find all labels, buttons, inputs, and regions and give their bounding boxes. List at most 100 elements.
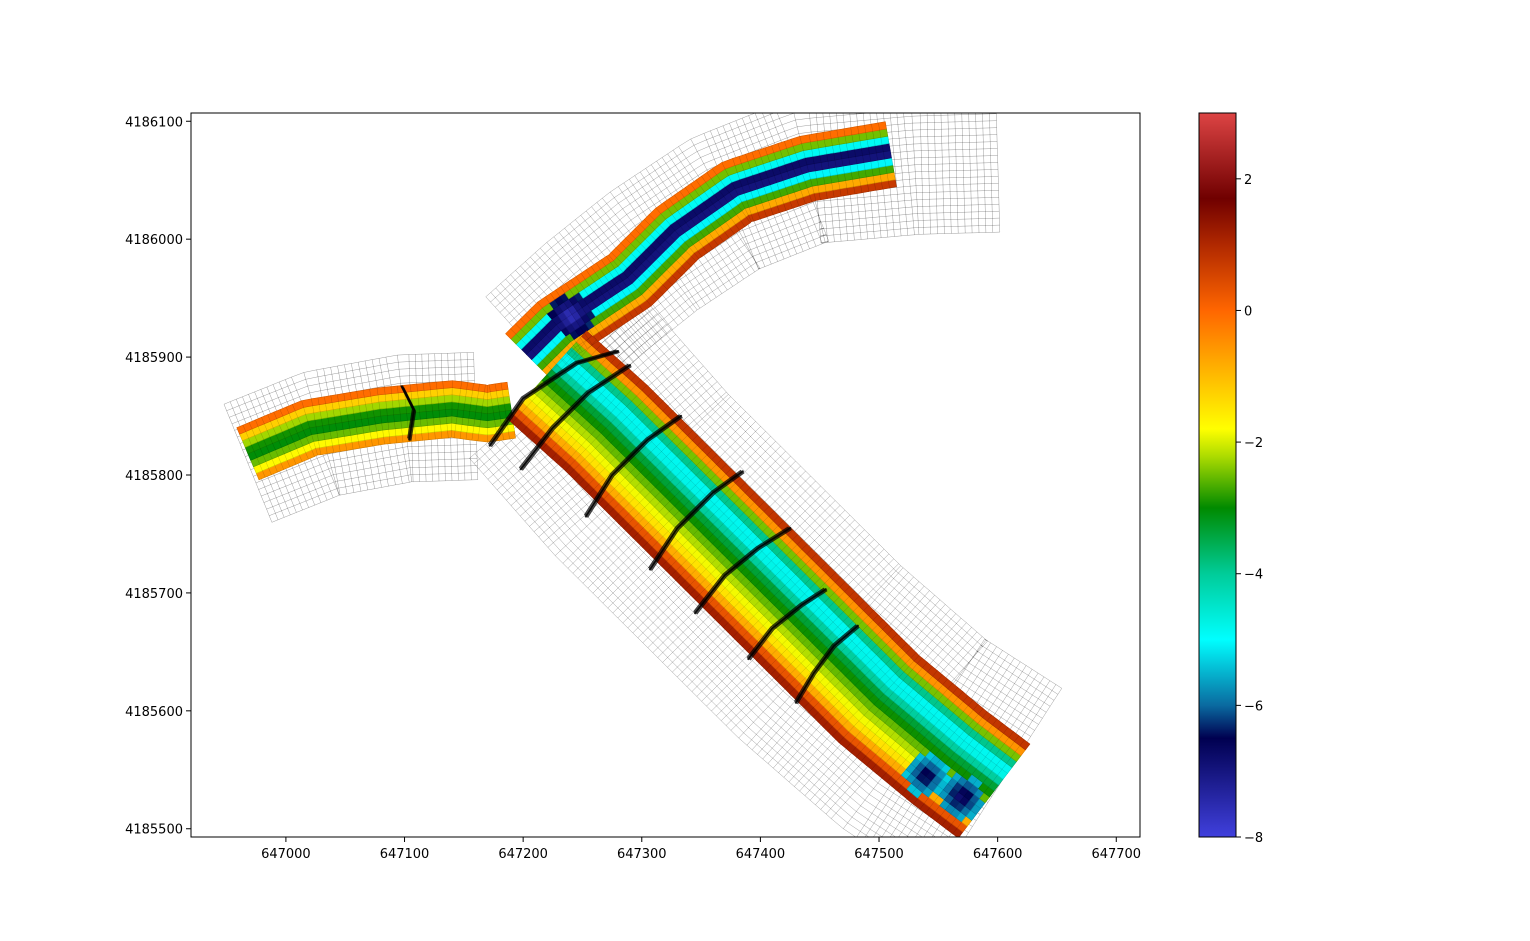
cell-west <box>429 381 438 391</box>
cell-west <box>440 430 449 439</box>
cell-west <box>386 407 395 416</box>
cell-west <box>379 408 388 417</box>
cell-west <box>391 399 400 409</box>
cell-west <box>477 433 489 443</box>
cell-west <box>416 383 425 392</box>
colorbar-tick-label: −4 <box>1244 568 1263 583</box>
plot-area <box>223 113 1062 837</box>
cell-west <box>444 401 453 410</box>
cell-west <box>392 406 401 416</box>
colorbar-gradient <box>1198 112 1237 838</box>
cell-west <box>427 431 436 441</box>
cell-west <box>500 381 509 391</box>
cell-west <box>387 421 396 430</box>
cell-west <box>394 427 403 437</box>
cell-west <box>479 419 489 429</box>
cell-west <box>419 418 428 427</box>
cell-west <box>391 392 400 402</box>
cell-west <box>385 400 394 409</box>
cell-west <box>399 413 408 422</box>
cell-west <box>390 385 399 394</box>
cell-west <box>376 386 386 396</box>
y-axis: 4185500 4185600 4185700 4185800 4185900 41860… <box>125 115 191 838</box>
colorbar-tick-label: −2 <box>1244 436 1263 451</box>
cell-west <box>435 381 444 390</box>
x-tick-label: 647400 <box>736 847 786 862</box>
cell-west <box>418 404 427 413</box>
cell-west <box>414 425 423 435</box>
cell-west <box>443 387 453 396</box>
cell-west <box>398 399 407 408</box>
cell-west <box>436 388 445 397</box>
cell-west <box>427 424 436 434</box>
x-tick-label: 647300 <box>617 847 667 862</box>
cell-west <box>417 390 426 399</box>
cell-west <box>443 394 453 403</box>
cell-west <box>399 406 408 415</box>
y-tick-label: 4185600 <box>125 705 183 720</box>
cell-west <box>389 435 397 444</box>
cell-west <box>386 414 395 423</box>
x-tick-label: 647500 <box>854 847 904 862</box>
cell-west <box>451 394 461 404</box>
cell-west <box>401 427 410 436</box>
cell-west <box>438 409 447 418</box>
cell-west <box>433 423 442 433</box>
cell-west <box>423 389 432 398</box>
cell-west <box>437 402 446 411</box>
cell-west <box>425 403 433 412</box>
cell-west <box>369 387 379 397</box>
cell-west <box>381 422 390 431</box>
y-tick-label: 4185700 <box>125 587 183 602</box>
cell-west <box>442 380 453 389</box>
x-tick-label: 647000 <box>261 847 311 862</box>
cell-west <box>451 387 462 397</box>
cell-west <box>380 415 389 424</box>
cell-west <box>432 409 441 419</box>
cell-west <box>422 382 431 391</box>
y-tick-label: 4185500 <box>125 823 183 838</box>
cell-west <box>393 413 402 423</box>
cell-west <box>410 390 419 400</box>
cell-west <box>384 386 392 395</box>
cell-west <box>430 395 439 405</box>
y-tick-label: 4186100 <box>125 115 183 130</box>
cell-west <box>395 434 404 444</box>
y-tick-label: 4185900 <box>125 351 183 366</box>
cell-west <box>478 426 488 436</box>
cell-west <box>384 393 393 402</box>
cell-west <box>378 400 387 410</box>
cell-west <box>388 428 397 437</box>
x-tick-label: 647100 <box>380 847 430 862</box>
y-tick-label: 4185800 <box>125 469 183 484</box>
y-tick-label: 4186000 <box>125 233 183 248</box>
x-tick-label: 647600 <box>973 847 1023 862</box>
cell-west <box>394 420 402 430</box>
x-tick-label: 647700 <box>1091 847 1141 862</box>
cell-west <box>440 423 448 432</box>
cell-west <box>445 408 453 418</box>
cell-west <box>445 415 453 425</box>
cell-west <box>409 383 418 393</box>
cell-west <box>421 432 430 441</box>
cell-west <box>425 410 434 419</box>
cell-west <box>377 393 387 403</box>
cell-west <box>432 416 441 426</box>
colorbar-tick-label: 2 <box>1244 173 1252 188</box>
cell-west <box>426 417 435 426</box>
cell-west <box>434 431 443 440</box>
cell-west <box>431 402 440 412</box>
cell-west <box>451 380 463 390</box>
bed-elevation-cells <box>236 121 1031 837</box>
cell-west <box>439 416 448 425</box>
cell-west <box>382 429 390 438</box>
cell-west <box>437 395 446 404</box>
x-axis: 647000 647100 647200 647300 647400 647500 6476… <box>261 837 1141 862</box>
colorbar-tick-label: −8 <box>1244 831 1263 846</box>
colorbar: −8 −6 −4 −2 0 2 <box>1198 112 1263 846</box>
cell-west <box>420 425 429 434</box>
colorbar-tick-label: −6 <box>1244 699 1263 714</box>
cell-west <box>419 411 428 420</box>
cell-west <box>414 432 423 442</box>
